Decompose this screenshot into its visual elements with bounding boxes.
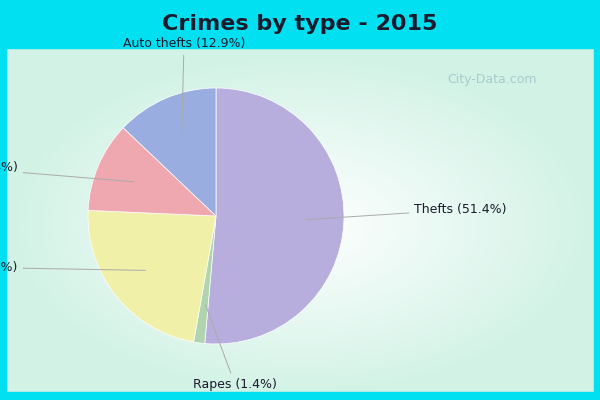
Text: Rapes (1.4%): Rapes (1.4%) (193, 305, 277, 392)
Bar (0, 48, 6, 400)
Bar (0, 392, 600, 400)
Text: Crimes by type - 2015: Crimes by type - 2015 (163, 14, 437, 34)
Text: Thefts (51.4%): Thefts (51.4%) (306, 203, 507, 220)
Wedge shape (88, 210, 216, 342)
Wedge shape (123, 88, 216, 216)
Wedge shape (194, 216, 216, 344)
Text: Burglaries (11.4%): Burglaries (11.4%) (0, 161, 133, 182)
Bar (0, 0, 600, 48)
Wedge shape (205, 88, 344, 344)
Wedge shape (88, 128, 216, 216)
Bar (594, 48, 600, 400)
Text: Auto thefts (12.9%): Auto thefts (12.9%) (123, 37, 245, 133)
Text: Assaults (22.9%): Assaults (22.9%) (0, 261, 145, 274)
Text: City-Data.com: City-Data.com (447, 74, 537, 86)
